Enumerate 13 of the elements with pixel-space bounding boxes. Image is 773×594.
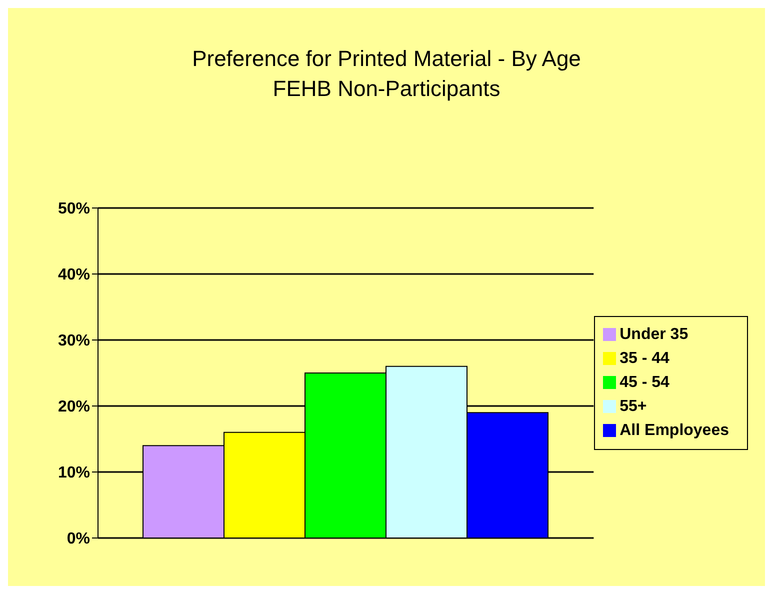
y-tick-label: 50% — [58, 200, 90, 218]
chart-subtitle: FEHB Non-Participants — [272, 75, 502, 103]
y-tick-label: 10% — [58, 464, 90, 482]
y-tick-label: 0% — [66, 530, 90, 548]
legend-label: 45 - 54 — [620, 374, 670, 391]
legend-label: Under 35 — [620, 326, 688, 343]
legend-label: All Employees — [620, 422, 729, 439]
chart-title: Preference for Printed Material - By Age — [191, 45, 582, 73]
y-tick-label: 30% — [58, 332, 90, 350]
legend-label: 55+ — [620, 398, 647, 415]
y-tick-label: 40% — [58, 266, 90, 284]
y-tick-label: 20% — [58, 398, 90, 416]
legend-label: 35 - 44 — [620, 350, 670, 367]
